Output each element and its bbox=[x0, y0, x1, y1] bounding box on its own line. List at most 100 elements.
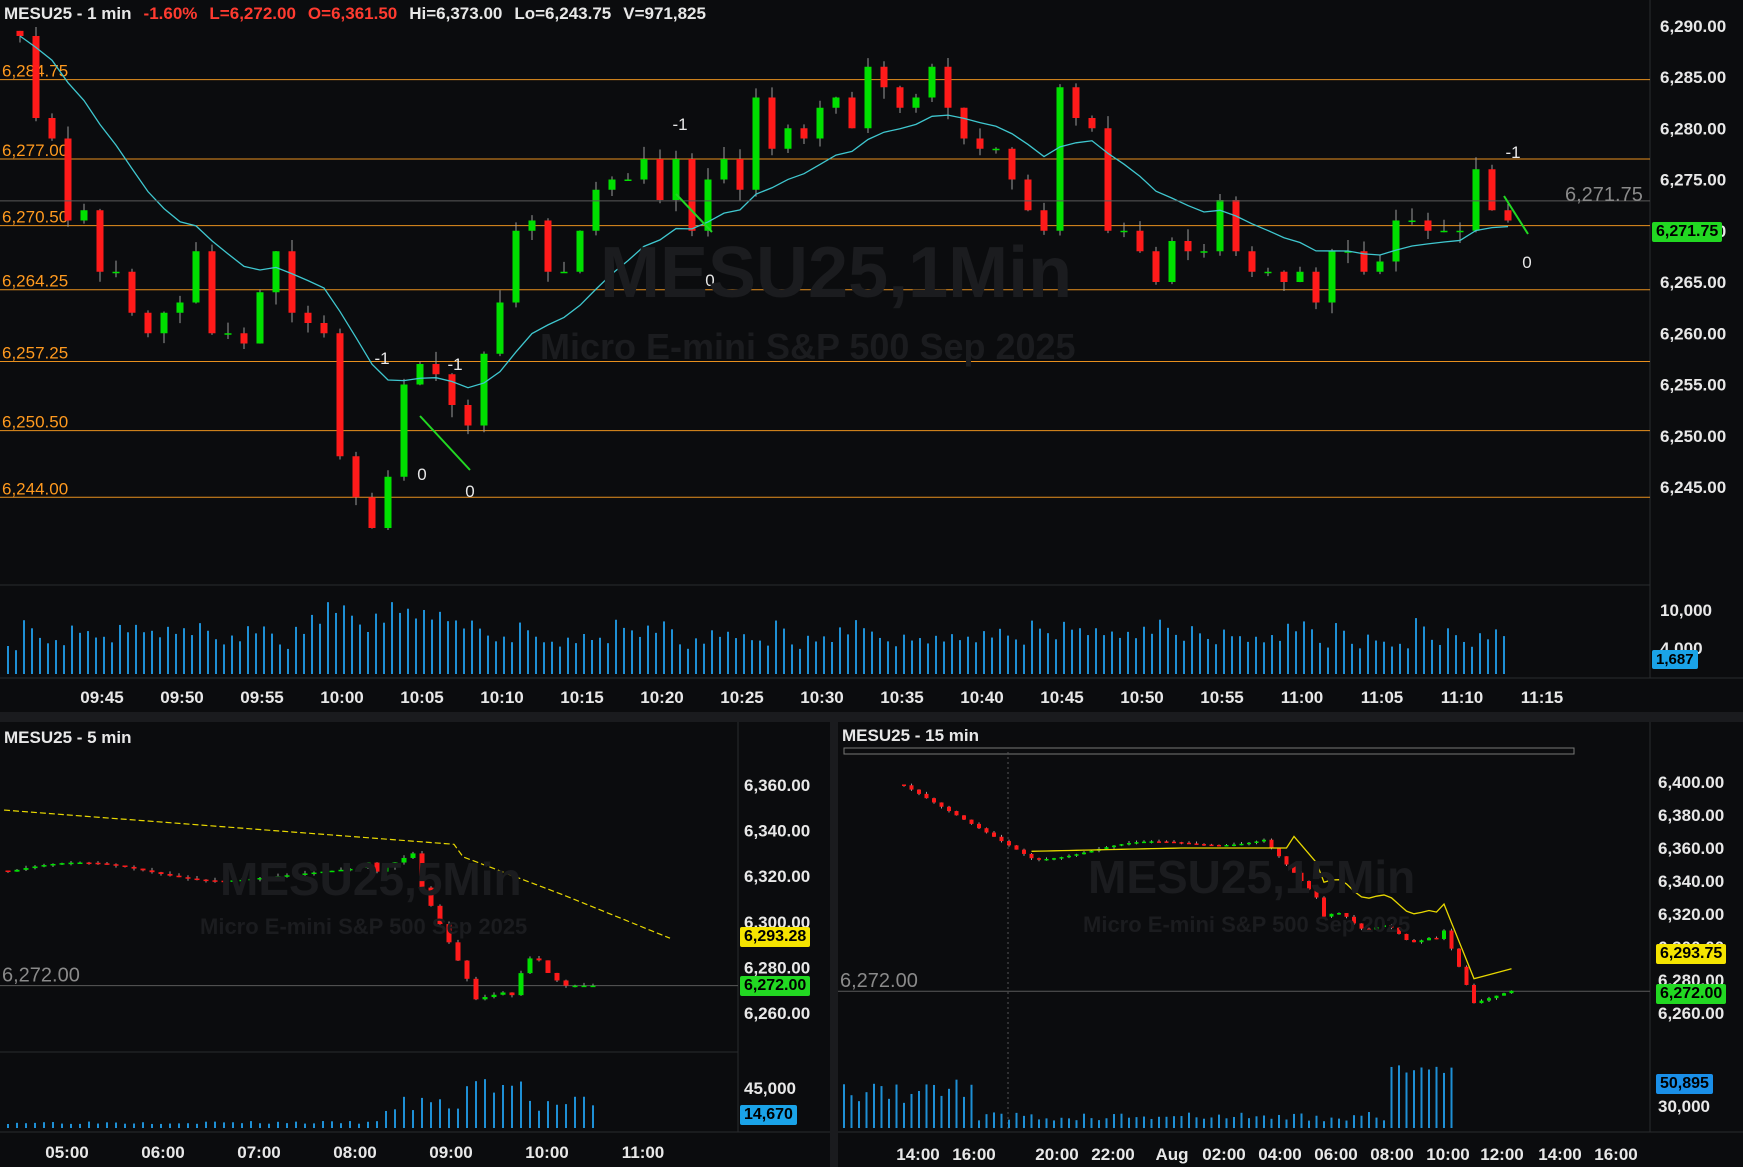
candle-1min-body bbox=[592, 189, 600, 231]
candle-5min-body bbox=[446, 924, 452, 943]
price-axis-tick-5min: 6,280.00 bbox=[744, 958, 810, 977]
candle-15min-body bbox=[1472, 984, 1476, 1004]
candle-15min-body bbox=[1322, 897, 1326, 917]
candle-15min-body bbox=[1119, 844, 1124, 846]
trade-connector-line bbox=[675, 193, 713, 233]
price-axis-tick: 6,255.00 bbox=[1660, 376, 1726, 395]
candle-5min-body bbox=[41, 865, 47, 867]
candle-1min-body bbox=[736, 159, 744, 190]
candle-1min-body bbox=[1008, 148, 1016, 180]
candle-15min-body bbox=[1419, 940, 1424, 943]
time-axis-tick-5min: 08:00 bbox=[333, 1143, 376, 1162]
candle-5min-body bbox=[248, 878, 254, 881]
candle-5min-body bbox=[554, 972, 560, 981]
watermark-symbol: MESU25,1Min bbox=[600, 233, 1073, 313]
candle-15min-body bbox=[917, 789, 921, 794]
candle-1min-body bbox=[1344, 251, 1352, 253]
chart-15min-pane[interactable]: 6,400.00 6,380.00 6,360.00 6,340.00 6,320.00… bbox=[838, 722, 1743, 1167]
candle-1min-body bbox=[1488, 169, 1496, 211]
candle-5min-body bbox=[122, 865, 128, 867]
chart-1min-pane[interactable]: 6,284.756,277.006,270.506,264.256,257.25… bbox=[0, 0, 1743, 712]
candle-5min-body bbox=[401, 857, 407, 863]
trade-exit-marker: 0 bbox=[1522, 253, 1531, 272]
price-line-label-15min: 6,272.00 bbox=[840, 970, 918, 992]
pane-divider-horizontal[interactable] bbox=[0, 712, 1743, 722]
candle-1min-body bbox=[1424, 220, 1432, 231]
candle-1min-body bbox=[1296, 271, 1304, 282]
candle-1min-body bbox=[784, 128, 792, 149]
chart-5min-canvas[interactable]: 6,360.006,340.006,320.006,300.006,280.00… bbox=[0, 722, 830, 1167]
candle-15min-body bbox=[1457, 948, 1461, 967]
volume-15min-tag: 50,895 bbox=[1656, 1074, 1713, 1094]
candle-5min-body bbox=[464, 960, 470, 979]
candle-1min-body bbox=[272, 251, 280, 293]
candle-5min-body bbox=[572, 985, 578, 988]
candle-15min-body bbox=[1344, 913, 1349, 917]
volume-axis-tick-5min: 45,000 bbox=[744, 1079, 796, 1098]
candle-15min-body bbox=[1232, 844, 1236, 847]
candle-15min-body bbox=[999, 836, 1004, 842]
candle-1min-body bbox=[752, 97, 760, 190]
candle-1min-body bbox=[16, 30, 24, 36]
candle-15min-body bbox=[1494, 995, 1499, 999]
candle-1min-body bbox=[256, 292, 264, 344]
pane-divider-vertical[interactable] bbox=[830, 722, 838, 1167]
candle-1min-body bbox=[416, 364, 424, 385]
candle-15min-body bbox=[932, 798, 936, 803]
price-line-label-5min: 6,272.00 bbox=[2, 965, 80, 987]
candle-15min-body bbox=[1067, 855, 1071, 858]
trade-connector-line bbox=[1503, 195, 1529, 235]
time-axis-tick-15min: 16:00 bbox=[1594, 1145, 1637, 1164]
time-axis-tick: 10:40 bbox=[960, 688, 1003, 707]
candle-5min-body bbox=[5, 870, 11, 872]
candle-1min-body bbox=[1184, 241, 1192, 252]
candle-1min-body bbox=[720, 159, 728, 180]
candle-1min-body bbox=[704, 179, 712, 231]
candle-1min-body bbox=[48, 118, 56, 139]
candle-5min-body bbox=[68, 862, 74, 865]
candle-15min-body bbox=[1224, 844, 1229, 847]
current-price-label: 6,271.75 bbox=[1565, 184, 1643, 206]
volume-axis-tick-15min: 30,000 bbox=[1658, 1097, 1710, 1116]
candle-5min-body bbox=[518, 973, 524, 996]
candle-5min-body bbox=[302, 873, 308, 875]
candle-1min-body bbox=[528, 220, 536, 231]
candle-15min-body bbox=[1254, 841, 1259, 843]
last-label: L=6,272.00 bbox=[209, 4, 296, 23]
candle-5min-body bbox=[176, 875, 182, 878]
time-axis-tick-15min: 14:00 bbox=[896, 1145, 939, 1164]
time-axis-tick: 10:45 bbox=[1040, 688, 1083, 707]
candle-1min-body bbox=[1104, 128, 1112, 231]
candle-5min-body bbox=[428, 887, 434, 906]
candle-1min-body bbox=[240, 333, 248, 344]
candle-1min-body bbox=[1360, 251, 1368, 272]
candle-1min-body bbox=[192, 251, 200, 303]
candle-1min-body bbox=[1440, 230, 1448, 233]
chart-5min-pane[interactable]: 6,360.00 6,340.00 6,320.00 6,300.00 6,280.00… bbox=[0, 722, 830, 1167]
candle-15min-body bbox=[1074, 854, 1079, 856]
chart-15min-canvas[interactable]: 6,400.00 6,380.00 6,360.00 6,340.00 6,320.00… bbox=[838, 722, 1743, 1167]
time-axis-tick-15min: 16:00 bbox=[952, 1145, 995, 1164]
price-axis-tick-5min: 6,340.00 bbox=[744, 822, 810, 841]
chart-5min-title: MESU25 - 5 min bbox=[4, 728, 132, 747]
price-axis-tick-15min: 6,360.00 bbox=[1658, 839, 1724, 858]
candle-15min-body bbox=[1307, 881, 1311, 890]
time-axis-tick-15min: 10:00 bbox=[1426, 1145, 1469, 1164]
candle-5min-body bbox=[95, 862, 101, 865]
candle-5min-body bbox=[14, 869, 20, 872]
candle-1min-body bbox=[384, 476, 392, 528]
candle-15min-body bbox=[1052, 858, 1056, 860]
time-axis-tick: 10:00 bbox=[320, 688, 363, 707]
candle-15min-body bbox=[1239, 843, 1244, 846]
time-axis-tick-15min: 04:00 bbox=[1258, 1145, 1301, 1164]
candle-15min-body bbox=[1007, 841, 1011, 846]
candle-1min-body bbox=[1408, 220, 1416, 222]
watermark-5min-description: Micro E-mini S&P 500 Sep 2025 bbox=[200, 914, 528, 939]
chart-1min-canvas[interactable]: 6,284.756,277.006,270.506,264.256,257.25… bbox=[0, 0, 1743, 712]
candle-5min-body bbox=[347, 868, 353, 871]
time-axis-tick: 09:55 bbox=[240, 688, 283, 707]
candle-1min-body bbox=[960, 107, 968, 139]
candle-1min-body bbox=[1504, 210, 1512, 221]
candle-5min-body bbox=[338, 869, 344, 872]
price-axis-tick-15min: 6,400.00 bbox=[1658, 773, 1724, 792]
